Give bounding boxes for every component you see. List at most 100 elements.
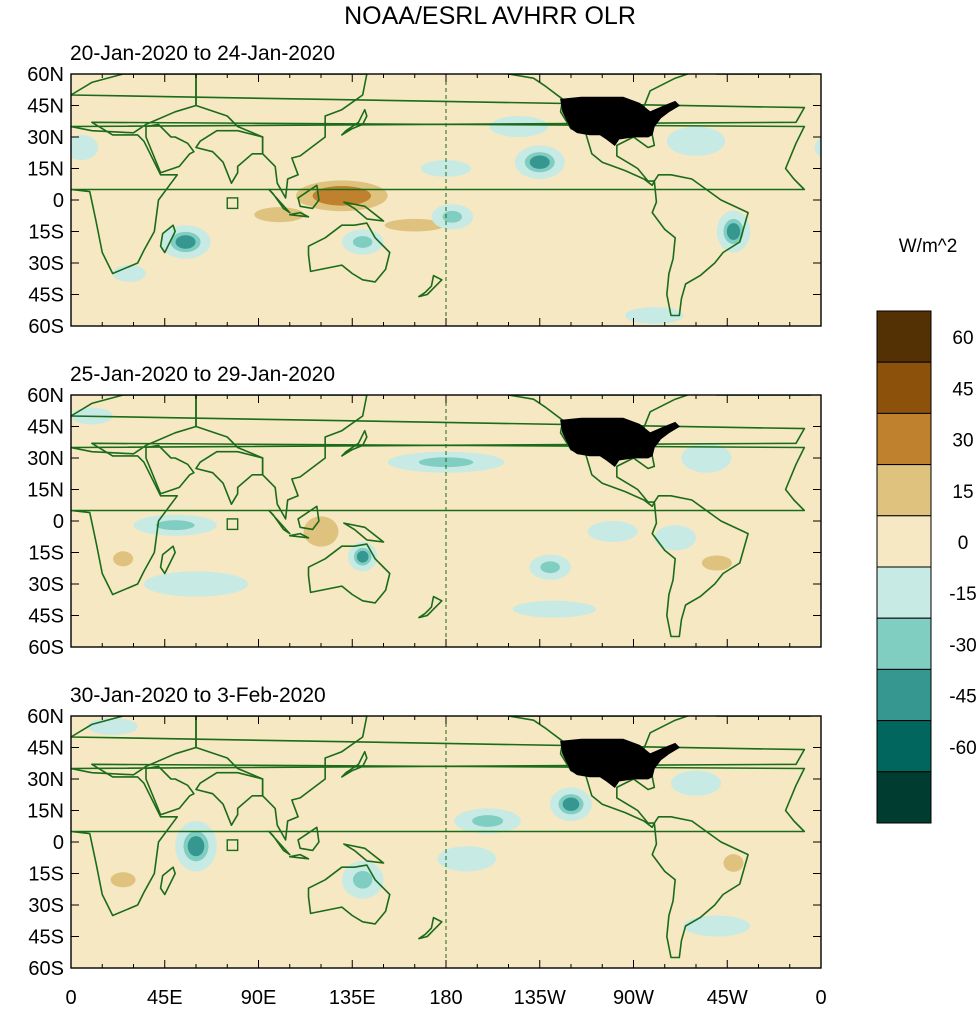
lat-label: 60S (28, 316, 64, 338)
olr-anomaly-feature (358, 921, 409, 939)
lat-label: 30N (27, 769, 64, 791)
olr-anomaly-feature (71, 134, 821, 161)
olr-anomaly-feature (437, 846, 497, 872)
colorbar-swatch (876, 617, 932, 670)
colorbar-label: 15 (952, 482, 973, 503)
lat-label: 30N (27, 127, 64, 149)
lat-label: 15N (27, 480, 64, 502)
coastlines (71, 395, 812, 638)
lat-label: 45S (28, 927, 64, 949)
lat-label: 0 (53, 190, 64, 212)
panel-2-title: 25-Jan-2020 to 29-Jan-2020 (70, 363, 336, 386)
colorbar-swatch (876, 720, 932, 773)
colorbar-swatch (876, 668, 932, 722)
olr-anomaly-feature (625, 307, 684, 324)
olr-anomaly-feature (279, 174, 405, 217)
lon-label: 90E (241, 987, 277, 1009)
lat-label: 45N (27, 417, 64, 439)
lat-label: 30S (28, 574, 64, 596)
olr-anomaly-feature (354, 424, 413, 450)
lon-label: 135E (329, 987, 376, 1009)
colorbar-swatch (876, 566, 932, 619)
ticks (70, 73, 822, 327)
colorbar-label: -45 (949, 687, 976, 708)
olr-anomaly-feature (666, 126, 726, 156)
colorbar-swatch (876, 771, 932, 824)
ticks (70, 715, 822, 969)
lat-label: 45S (28, 285, 64, 307)
olr-anomaly-feature (671, 770, 721, 796)
lat-label: 30S (28, 253, 64, 275)
olr-anomaly-feature (143, 571, 249, 597)
lat-label: 30N (27, 448, 64, 470)
olr-anomaly-feature (454, 808, 521, 834)
ticks (70, 394, 822, 648)
lat-label: 60N (27, 385, 64, 407)
olr-anomaly-feature (133, 514, 217, 536)
olr-anomaly-feature (106, 546, 140, 572)
coastlines (71, 74, 812, 317)
colorbar-label: -15 (949, 584, 976, 605)
lon-label: 180 (429, 987, 462, 1009)
lon-label: 0 (815, 987, 826, 1009)
olr-anomaly-feature (512, 600, 596, 618)
olr-anomaly-feature (529, 554, 572, 580)
lat-label: 45N (27, 96, 64, 118)
lat-label: 15S (28, 864, 64, 886)
lon-labels: 0 45E 90E 135E 180 135W 90W 45W 0 (65, 987, 826, 1009)
colorbar-swatch (876, 361, 932, 414)
olr-anomaly-feature (550, 787, 592, 821)
colorbar-units: W/m^2 (899, 236, 958, 257)
us-masked-region (560, 417, 680, 467)
colorbar: W/m^2 60 45 30 15 0 -15 -30 -45 -60 (876, 236, 977, 824)
olr-anomaly-feature (348, 542, 378, 572)
olr-anomaly-feature (387, 451, 505, 473)
map-panel-2: 60N 45N 30N 15N 0 15S 30S 45S 60S (27, 385, 822, 659)
lat-label: 45N (27, 738, 64, 760)
lat-label: 0 (53, 832, 64, 854)
map-panel-3: 60N 45N 30N 15N 0 15S 30S 45S 60S (27, 706, 822, 980)
lat-label: 60S (28, 958, 64, 980)
colorbar-label: 0 (958, 533, 969, 554)
colorbar-label: -30 (949, 635, 976, 656)
colorbar-label: 60 (952, 328, 973, 349)
panel-3-title: 30-Jan-2020 to 3-Feb-2020 (70, 684, 326, 707)
lat-label: 30S (28, 895, 64, 917)
olr-anomaly-feature (716, 848, 751, 878)
lon-label: 45E (147, 987, 183, 1009)
olr-anomaly-feature (354, 814, 413, 836)
lat-label: 15S (28, 222, 64, 244)
olr-anomaly-feature (683, 915, 751, 937)
olr-anomaly-feature (654, 525, 697, 551)
lat-label: 60N (27, 64, 64, 86)
olr-anomaly-feature (681, 443, 732, 473)
lon-label: 0 (65, 987, 76, 1009)
lon-label: 90W (613, 987, 654, 1009)
colorbar-label: 30 (952, 431, 973, 452)
coastlines (71, 716, 812, 959)
olr-anomaly-feature (291, 506, 351, 557)
olr-anomaly-feature (71, 764, 113, 794)
lat-label: 0 (53, 511, 64, 533)
map-panel-1: 60N 45N 30N 15N 0 15S 30S 45S 60S (27, 64, 822, 338)
colorbar-label: 45 (952, 379, 973, 400)
olr-anomaly-feature (237, 202, 321, 228)
lon-label: 45W (707, 987, 748, 1009)
olr-anomaly-feature (468, 242, 528, 263)
lat-label: 60S (28, 637, 64, 659)
olr-anomaly-feature (160, 225, 211, 259)
olr-anomaly-feature (175, 821, 217, 872)
olr-anomaly-feature (454, 542, 521, 559)
lat-label: 15S (28, 543, 64, 565)
olr-anomaly-feature (341, 860, 384, 899)
olr-anomaly-feature (102, 867, 144, 893)
main-title: NOAA/ESRL AVHRR OLR (344, 2, 636, 30)
lat-label: 15N (27, 801, 64, 823)
us-masked-region (560, 738, 680, 788)
colorbar-swatch (876, 464, 932, 517)
lon-label: 135W (514, 987, 566, 1009)
lat-label: 60N (27, 706, 64, 728)
colorbar-swatch (876, 515, 932, 568)
lat-label: 15N (27, 159, 64, 181)
